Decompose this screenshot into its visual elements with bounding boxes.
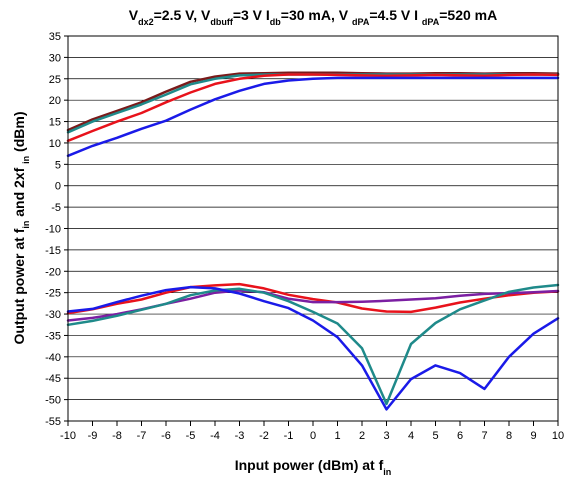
y-axis-label: Output power at fin and 2xf in (dBm) [11, 111, 31, 344]
series-lines [66, 71, 560, 411]
text-part: Input power (dBm) at f [235, 457, 384, 473]
text-part: Output power at f [11, 228, 27, 344]
subscript-text: db [270, 17, 281, 27]
y-tick-label: 0 [55, 181, 61, 193]
x-tick-label: 3 [383, 430, 389, 442]
x-tick-label: -4 [210, 430, 220, 442]
x-tick-label: 2 [359, 430, 365, 442]
y-tick-label: 35 [49, 31, 61, 43]
y-tick-label: -5 [51, 202, 61, 214]
y-tick-label: -15 [45, 245, 61, 257]
x-tick-label: 5 [432, 430, 438, 442]
y-tick-label: 15 [49, 117, 61, 129]
x-tick-label: 7 [481, 430, 487, 442]
y-tick-label: -30 [45, 309, 61, 321]
series-line-4 [66, 76, 560, 158]
chart-title: Vdx2=2.5 V, Vdbuff=3 V Idb=30 mA, V dPA=… [129, 7, 497, 27]
text-part: =30 mA, V [281, 7, 352, 23]
y-tick-label: -25 [45, 288, 61, 300]
y-tick-label: -50 [45, 395, 61, 407]
y-tick-labels: 35 30 25 20 15 10 5 0 -5 -10 -15 -20 -25 -30 -35 -40 -45… [45, 31, 61, 428]
x-tick-label: 4 [408, 430, 414, 442]
subscript-text: in [383, 467, 391, 477]
x-tick-label: -2 [259, 430, 269, 442]
subscript-text: dx2 [138, 17, 154, 27]
series-line-5 [66, 282, 560, 315]
y-tick-label: -35 [45, 330, 61, 342]
x-axis-label: Input power (dBm) at fin [235, 457, 392, 477]
x-tick-label: -7 [137, 430, 147, 442]
text-part: and 2xf [11, 164, 27, 221]
x-tick-label: -1 [284, 430, 294, 442]
text-part: (dBm) [11, 111, 27, 155]
y-tick-label: -55 [45, 416, 61, 428]
x-tick-label: 8 [506, 430, 512, 442]
x-tick-label: -3 [235, 430, 245, 442]
subscript-text: in [21, 156, 31, 164]
x-tick-label: -9 [88, 430, 98, 442]
x-tick-label: -5 [186, 430, 196, 442]
x-tick-label: 1 [334, 430, 340, 442]
series-line-8 [66, 285, 560, 411]
y-tick-label: -20 [45, 266, 61, 278]
series-line-7 [66, 283, 560, 406]
y-tick-label: 5 [55, 159, 61, 171]
axes [64, 35, 559, 426]
y-tick-label: 10 [49, 138, 61, 150]
x-tick-label: 10 [552, 430, 564, 442]
text-part: =3 V I [233, 7, 270, 23]
y-tick-label: -40 [45, 352, 61, 364]
y-tick-label: 20 [49, 95, 61, 107]
y-tick-label: -10 [45, 224, 61, 236]
y-tick-label: 25 [49, 74, 61, 86]
x-tick-label: 0 [310, 430, 316, 442]
subscript-text: dPA [352, 17, 370, 27]
text-part: =4.5 V I [369, 7, 422, 23]
subscript-text: dPA [422, 17, 440, 27]
x-tick-label: -6 [161, 430, 171, 442]
x-tick-label: -8 [112, 430, 122, 442]
text-part: =2.5 V, V [154, 7, 211, 23]
series-line-3 [66, 73, 560, 143]
subscript-text: dbuff [210, 17, 233, 27]
y-tick-label: -45 [45, 373, 61, 385]
text-part: =520 mA [439, 7, 497, 23]
x-tick-label: 6 [457, 430, 463, 442]
x-tick-label: -10 [60, 430, 76, 442]
y-tick-label: 30 [49, 52, 61, 64]
text-part: V [129, 7, 139, 23]
subscript-text: in [21, 221, 31, 229]
x-tick-labels: -10 -9 -8 -7 -6 -5 -4 -3 -2 -1 0 1 2 3 4 5 6 7 8 9 10 [60, 430, 564, 442]
x-tick-label: 9 [530, 430, 536, 442]
